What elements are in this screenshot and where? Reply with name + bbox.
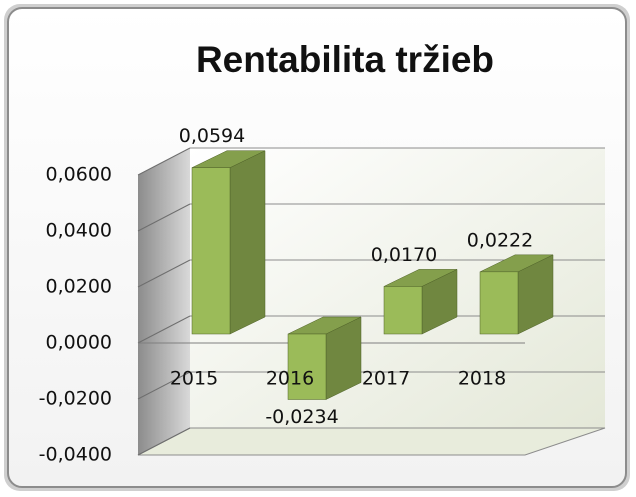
bar — [191, 167, 231, 335]
y-tick-label: -0,0200 — [39, 388, 112, 410]
bar — [383, 286, 423, 335]
grid-line-side — [137, 427, 191, 456]
floor — [137, 427, 606, 456]
side-wall — [138, 148, 190, 455]
y-tick-label: -0,0400 — [39, 444, 112, 466]
grid-line-side — [137, 203, 191, 232]
x-tick-label: 2015 — [170, 368, 218, 390]
grid-line-side — [137, 315, 191, 344]
grid-line-side — [137, 147, 191, 176]
x-tick-label: 2016 — [266, 368, 314, 390]
bar — [479, 271, 519, 335]
x-tick-label: 2017 — [362, 368, 410, 390]
grid-line-side — [137, 259, 191, 288]
bar-side — [229, 150, 266, 335]
y-tick-label: 0,0600 — [46, 164, 112, 186]
value-label: -0,0234 — [265, 406, 338, 428]
value-label: 0,0222 — [467, 229, 533, 251]
y-tick-label: 0,0400 — [46, 220, 112, 242]
y-tick-label: 0,0200 — [46, 276, 112, 298]
value-label: 0,0170 — [371, 244, 437, 266]
value-label: 0,0594 — [179, 125, 245, 147]
bar — [287, 333, 327, 400]
y-tick-label: 0,0000 — [46, 332, 112, 354]
chart-title: Rentabilita tržieb — [196, 39, 494, 80]
grid-line-side — [137, 371, 191, 400]
x-tick-label: 2018 — [458, 368, 506, 390]
